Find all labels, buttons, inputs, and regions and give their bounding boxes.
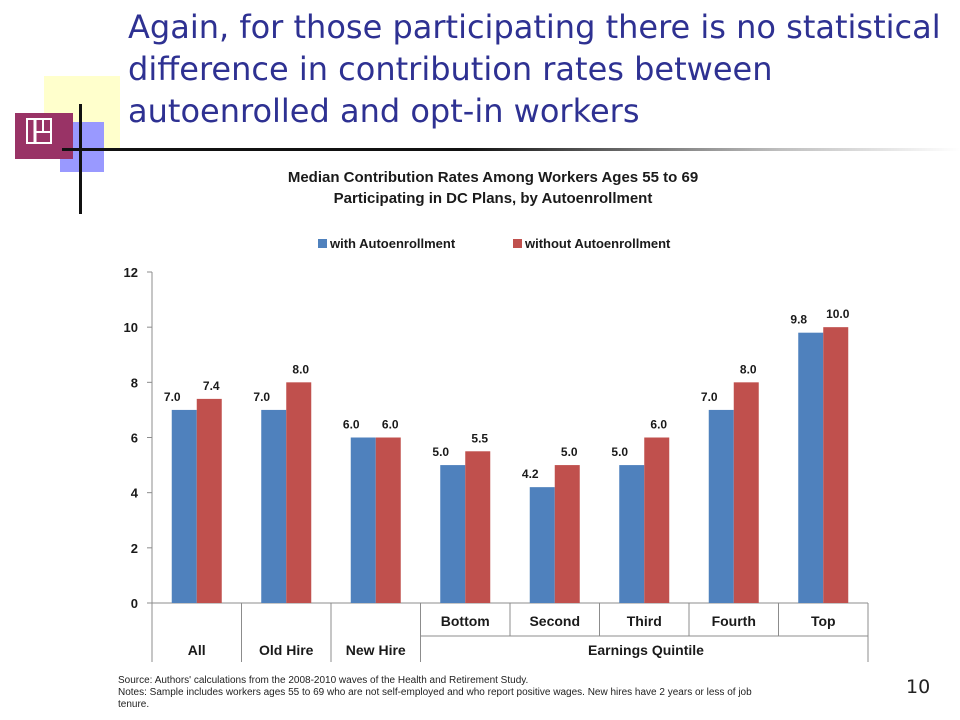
x-category-label: Third	[627, 613, 662, 629]
x-category-label: Top	[811, 613, 836, 629]
chart-title: Median Contribution Rates Among Workers …	[288, 169, 698, 186]
bar-with-autoenrollment-old-hire	[261, 409, 287, 603]
page-number: 10	[906, 676, 931, 698]
data-label: 7.0	[701, 390, 718, 404]
bar-without-autoenrollment-old-hire	[286, 382, 312, 603]
category-group-label: Earnings Quintile	[588, 642, 704, 658]
data-label: 10.0	[826, 307, 850, 321]
sample-note-continued: tenure.	[118, 699, 150, 710]
bar-with-autoenrollment-all	[171, 409, 197, 603]
bar-with-autoenrollment-top	[798, 332, 824, 603]
x-category-label: Bottom	[441, 613, 490, 629]
y-tick-label: 12	[124, 265, 138, 280]
bar-without-autoenrollment-fourth	[733, 382, 759, 603]
legend-swatch-without-autoenrollment	[513, 239, 522, 248]
data-label: 6.0	[650, 418, 667, 432]
bar-without-autoenrollment-top	[823, 327, 849, 603]
bar-with-autoenrollment-fourth	[708, 409, 734, 603]
data-label: 7.0	[253, 390, 270, 404]
data-label: 4.2	[522, 467, 539, 481]
data-label: 6.0	[343, 418, 360, 432]
source-note: Source: Authors' calculations from the 2…	[118, 675, 529, 686]
data-label: 8.0	[740, 362, 757, 376]
legend-label-with-autoenrollment: with Autoenrollment	[329, 236, 456, 251]
decorative-horizontal-line	[62, 148, 960, 151]
bar-without-autoenrollment-new-hire	[375, 437, 401, 603]
bar-with-autoenrollment-bottom	[440, 465, 466, 603]
bar-without-autoenrollment-third	[644, 437, 670, 603]
y-tick-label: 8	[131, 375, 138, 390]
data-label: 6.0	[382, 418, 399, 432]
legend-swatch-with-autoenrollment	[318, 239, 327, 248]
x-category-label: New Hire	[346, 642, 406, 658]
decorative-vertical-line	[79, 104, 82, 214]
sample-note: Notes: Sample includes workers ages 55 t…	[118, 687, 752, 698]
x-category-label: Fourth	[712, 613, 756, 629]
data-label: 9.8	[790, 313, 807, 327]
y-tick-label: 10	[124, 320, 138, 335]
data-label: 8.0	[292, 362, 309, 376]
data-label: 5.0	[432, 445, 449, 459]
data-label: 5.0	[611, 445, 628, 459]
legend-label-without-autoenrollment: without Autoenrollment	[524, 236, 671, 251]
data-label: 5.5	[471, 431, 488, 445]
bar-with-autoenrollment-second	[529, 487, 555, 603]
bar-without-autoenrollment-second	[554, 465, 580, 603]
bar-chart: Median Contribution Rates Among Workers …	[124, 169, 869, 662]
y-tick-label: 6	[131, 431, 138, 446]
y-tick-label: 4	[131, 486, 139, 501]
bar-with-autoenrollment-third	[619, 465, 645, 603]
bar-without-autoenrollment-bottom	[465, 451, 491, 603]
bar-without-autoenrollment-all	[196, 398, 222, 603]
data-label: 5.0	[561, 445, 578, 459]
bar-with-autoenrollment-new-hire	[350, 437, 376, 603]
logo-icon	[26, 118, 52, 144]
x-category-label: Second	[529, 613, 580, 629]
chart-notes: Source: Authors' calculations from the 2…	[118, 675, 878, 711]
data-label: 7.0	[164, 390, 181, 404]
slide-title: Again, for those participating there is …	[128, 8, 941, 130]
y-tick-label: 2	[131, 541, 138, 556]
x-category-label: All	[188, 642, 206, 658]
chart-subtitle: Participating in DC Plans, by Autoenroll…	[334, 190, 653, 207]
plot-area: 0 2 4 6 8 10 12 7.0 7.4 All 7.0 8.0 Old Hire 6.0 6.0 Ne…	[124, 265, 869, 662]
data-label: 7.4	[203, 379, 220, 393]
chart-legend: with Autoenrollment without Autoenrollme…	[318, 236, 671, 251]
x-category-label: Old Hire	[259, 642, 314, 658]
y-tick-label: 0	[131, 596, 138, 611]
